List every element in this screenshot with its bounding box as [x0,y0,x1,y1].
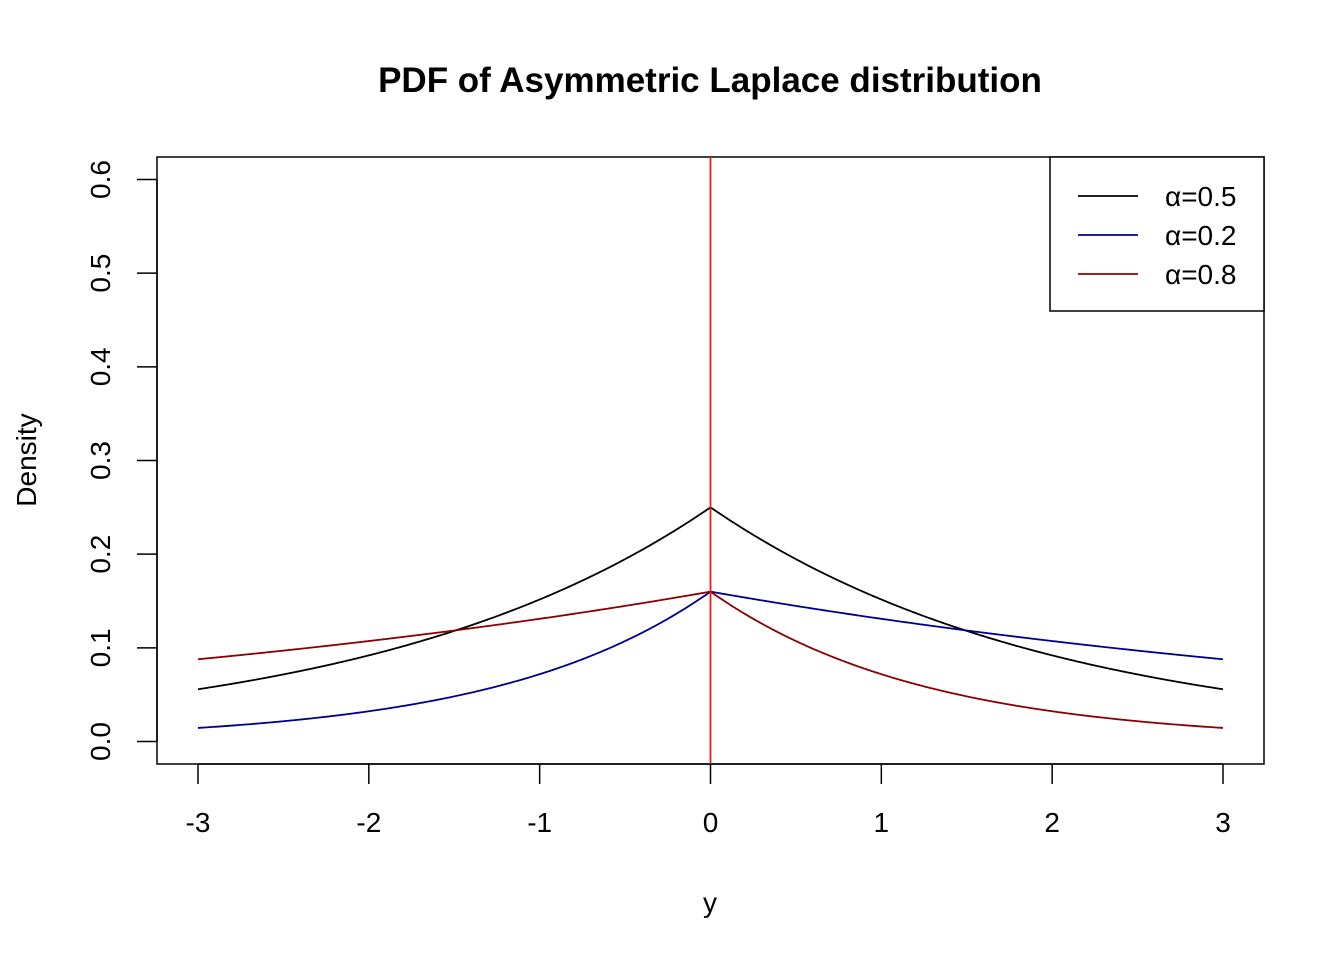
y-tick-label: 0.2 [85,535,116,574]
y-tick-label: 0.6 [85,160,116,199]
y-tick-label: 0.0 [85,722,116,761]
x-tick-label: -1 [527,807,552,838]
x-tick-label: 0 [703,807,719,838]
y-tick-label: 0.1 [85,628,116,667]
legend-box [1049,156,1265,312]
x-axis-label: y [703,887,717,918]
legend-label: α=0.2 [1165,220,1236,251]
y-tick-label: 0.5 [85,254,116,293]
x-axis: -3 -2 -1 0 1 2 3 [186,763,1231,838]
x-tick-label: -3 [186,807,211,838]
x-tick-label: 1 [874,807,890,838]
y-tick-label: 0.4 [85,347,116,386]
y-tick-label: 0.3 [85,441,116,480]
y-axis-label: Density [11,413,42,506]
legend-label: α=0.8 [1165,259,1236,290]
legend: α=0.5 α=0.2 α=0.8 [1049,156,1265,312]
x-tick-label: -2 [356,807,381,838]
chart-title: PDF of Asymmetric Laplace distribution [378,61,1042,100]
x-tick-label: 3 [1215,807,1231,838]
y-axis: 0.0 0.1 0.2 0.3 0.4 0.5 0.6 [85,160,158,761]
x-tick-label: 2 [1044,807,1060,838]
legend-label: α=0.5 [1165,181,1236,212]
